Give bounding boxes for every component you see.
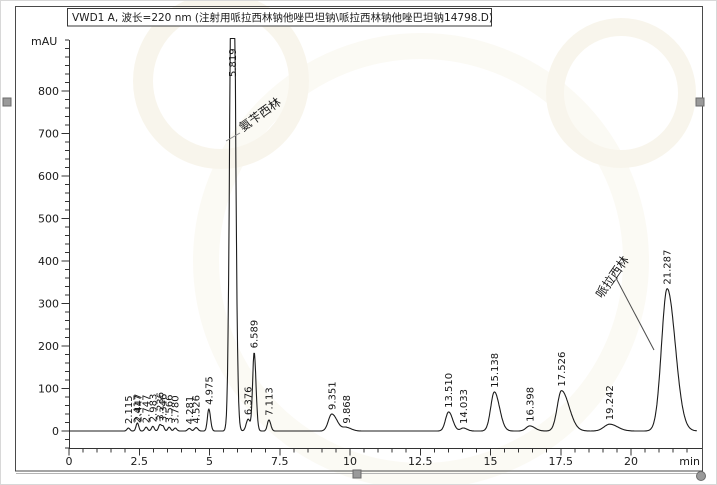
y-tick-label: 600: [38, 170, 59, 183]
piperacillin-annotation-leader: [615, 277, 655, 351]
peak-label-4.975: 4.975: [204, 376, 215, 405]
peak-label-3.780: 3.780: [171, 395, 182, 424]
peak-label-17.526: 17.526: [557, 352, 568, 387]
peak-label-4.526: 4.526: [192, 395, 203, 424]
peak-label-2.983: 2.983: [148, 394, 159, 423]
peak-label-16.398: 16.398: [525, 387, 536, 422]
peak-label-3.566: 3.566: [165, 395, 176, 424]
x-tick-label: 7.5: [271, 455, 289, 468]
x-tick-label: 5: [206, 455, 213, 468]
peak-labels: 2.1152.4172.4472.7472.9833.2363.3463.566…: [124, 48, 674, 424]
y-tick-label: 400: [38, 255, 59, 268]
x-tick-label: 0: [66, 455, 73, 468]
peak-label-6.376: 6.376: [244, 386, 255, 415]
y-tick-label: 100: [38, 383, 59, 396]
chromatogram-trace: [69, 37, 697, 432]
peak-label-5.819: 5.819: [228, 48, 239, 77]
peak-label-13.510: 13.510: [444, 373, 455, 408]
peak-label-9.868: 9.868: [342, 395, 353, 424]
x-tick-label: 20: [624, 455, 638, 468]
selection-handle-bottom-center[interactable]: [352, 469, 362, 479]
watermark: [133, 1, 696, 484]
y-tick-label: 500: [38, 213, 59, 226]
trace-group: [69, 37, 697, 432]
peak-label-2.417: 2.417: [132, 395, 143, 424]
peak-label-3.346: 3.346: [159, 394, 170, 423]
y-tick-label: 200: [38, 340, 59, 353]
peak-label-21.287: 21.287: [663, 250, 674, 285]
peak-label-4.281: 4.281: [185, 396, 196, 425]
y-tick-label: 0: [52, 425, 59, 438]
y-tick-label: 300: [38, 298, 59, 311]
selection-handle-bottom-right[interactable]: [696, 471, 706, 481]
axes: 0 100 200 300 400 500 600 700 800 0 2.5 5 7.5 10 12.5 1…: [38, 39, 702, 468]
peak-label-2.115: 2.115: [124, 395, 135, 424]
x-tick-label: 17.5: [549, 455, 574, 468]
x-tick-label: 12.5: [408, 455, 433, 468]
peak-label-9.351: 9.351: [327, 381, 338, 410]
peak-label-3.236: 3.236: [155, 392, 166, 421]
x-tick-label: 10: [343, 455, 357, 468]
y-axis-unit: mAU: [31, 35, 57, 48]
x-tick-label: 2.5: [131, 455, 149, 468]
y-tick-label: 700: [38, 128, 59, 141]
ampicillin-annotation-leader: [225, 132, 241, 142]
x-axis-unit: min: [679, 455, 700, 468]
peak-label-7.113: 7.113: [264, 387, 275, 416]
peak-label-19.242: 19.242: [605, 385, 616, 420]
chart-title: VWD1 A, 波长=220 nm (注射用哌拉西林钠他唑巴坦钠\哌拉西林钠他唑…: [72, 11, 493, 24]
peak-label-15.138: 15.138: [490, 353, 501, 388]
x-tick-label: 15: [484, 455, 498, 468]
y-tick-label: 800: [38, 85, 59, 98]
selection-handle-left[interactable]: [2, 97, 12, 107]
peak-label-2.747: 2.747: [142, 395, 153, 424]
peak-label-6.589: 6.589: [250, 320, 261, 349]
peak-label-14.033: 14.033: [459, 389, 470, 424]
peak-label-2.447: 2.447: [133, 394, 144, 423]
title-box: [67, 8, 492, 27]
selection-handle-right[interactable]: [695, 97, 705, 107]
